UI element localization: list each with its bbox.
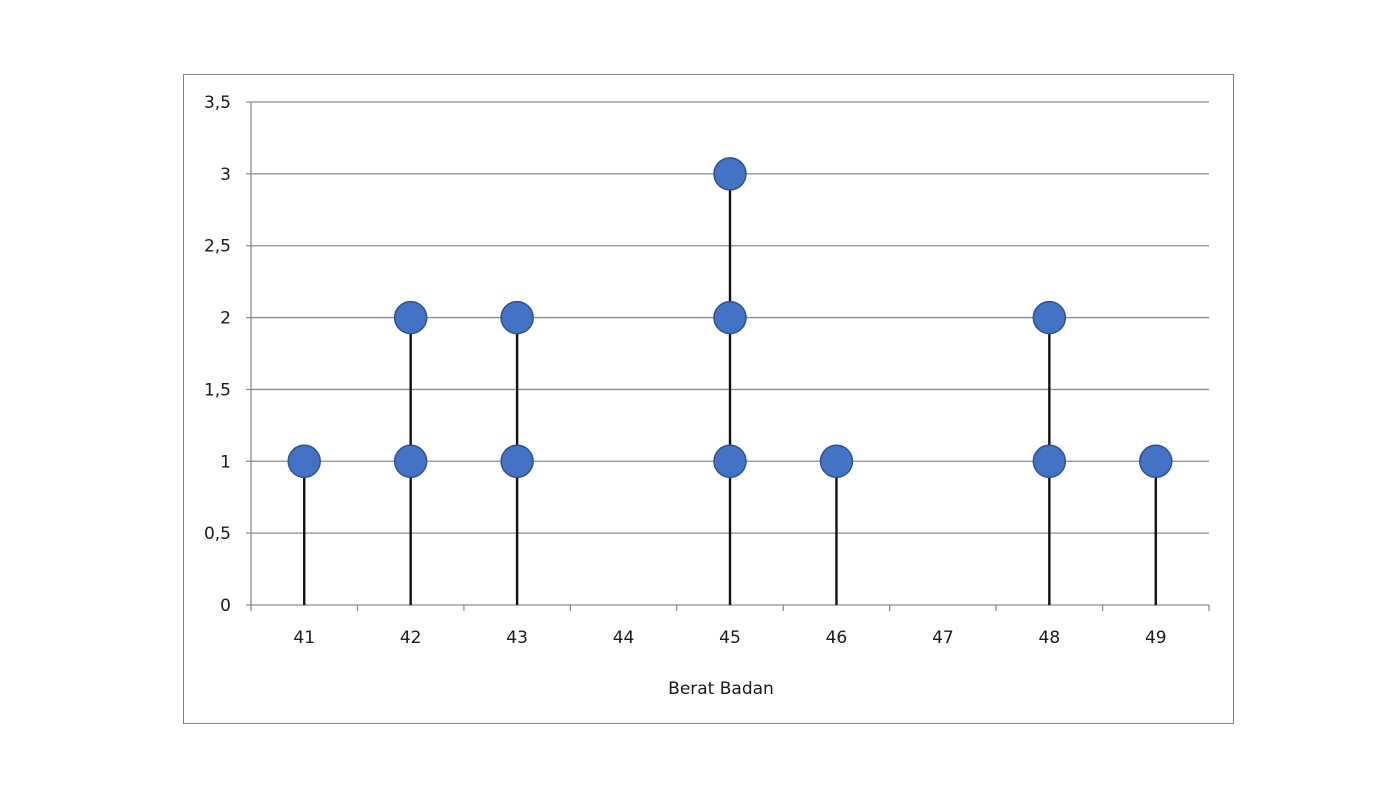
y-tick-label: 2,5 — [204, 237, 231, 257]
x-tick-label: 47 — [932, 628, 954, 648]
x-tick-label: 46 — [826, 628, 848, 648]
data-point — [819, 444, 854, 479]
y-tick-labels: 0 0,5 1 1,5 2 2,5 3 3,5 — [204, 93, 231, 616]
y-tick-label: 3 — [220, 165, 231, 185]
y-tick-label: 1 — [220, 452, 231, 472]
data-point — [1032, 300, 1067, 335]
data-point — [713, 444, 747, 479]
x-tick-label: 43 — [506, 628, 528, 648]
data-point — [287, 444, 321, 479]
x-axis-title: Berat Badan — [668, 679, 774, 699]
data-points — [287, 157, 1173, 479]
dot-plot-chart: 0 0,5 1 1,5 2 2,5 3 3,5 41 42 43 44 45 46 47 48 49 Bera… — [204, 93, 1210, 699]
chart-frame: 0 0,5 1 1,5 2 2,5 3 3,5 41 42 43 44 45 46 47 48 49 Bera… — [183, 74, 1234, 724]
data-point — [500, 300, 534, 335]
data-point — [393, 444, 428, 479]
y-tick-label: 2 — [220, 309, 231, 329]
data-point — [393, 300, 428, 335]
x-tick-label: 42 — [400, 628, 422, 648]
y-tick-label: 0 — [220, 596, 231, 616]
data-point — [1139, 444, 1173, 479]
x-tick-label: 49 — [1145, 628, 1167, 648]
x-tick-label: 44 — [613, 628, 635, 648]
y-tick-label: 1,5 — [204, 380, 231, 400]
data-point — [713, 300, 747, 335]
data-point — [1032, 444, 1067, 479]
x-tick-labels: 41 42 43 44 45 46 47 48 49 — [293, 628, 1166, 648]
x-tick-label: 48 — [1039, 628, 1061, 648]
data-point — [500, 444, 534, 479]
x-tick-label: 45 — [719, 628, 741, 648]
data-point — [713, 157, 747, 191]
x-tick-label: 41 — [293, 628, 315, 648]
y-tick-label: 3,5 — [204, 93, 231, 113]
y-tick-label: 0,5 — [204, 524, 231, 544]
